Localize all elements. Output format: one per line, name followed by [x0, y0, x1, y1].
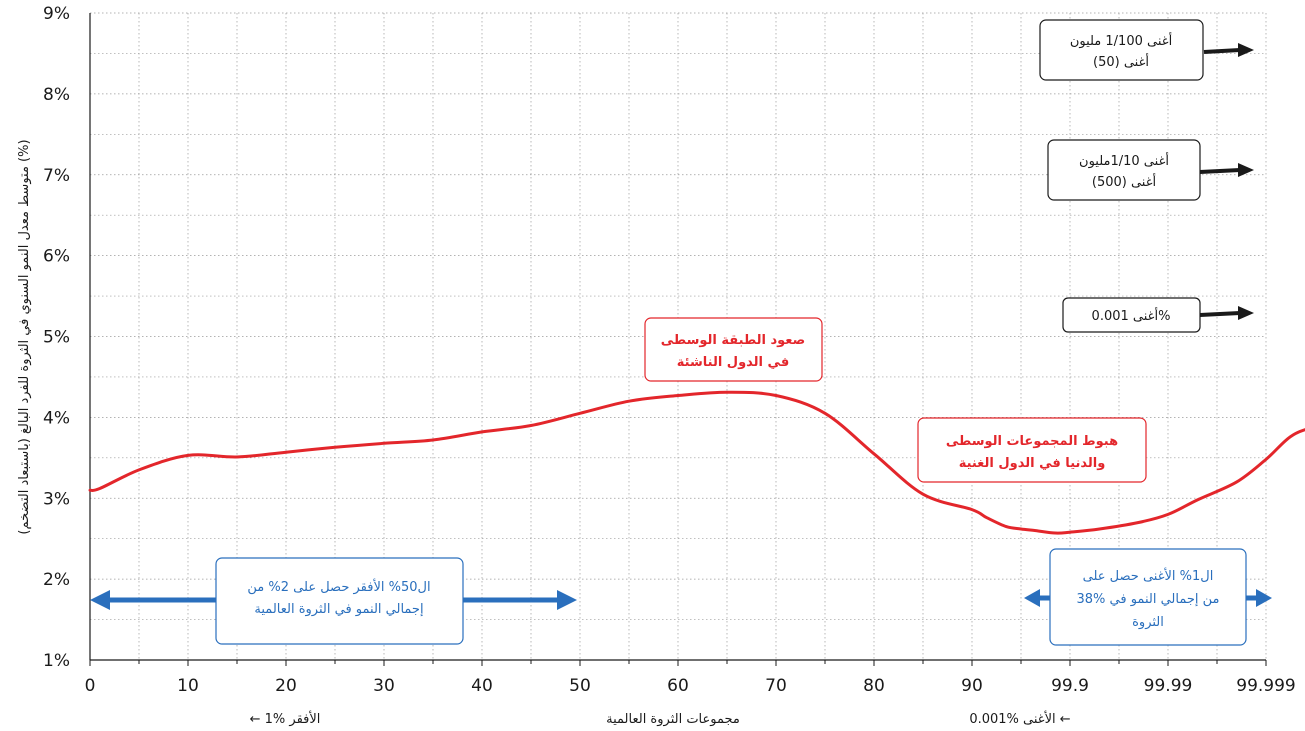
y-tick-label: 8% [43, 85, 70, 105]
annotation-top-0001-percent-line1: أغنى 0.001% [1092, 307, 1171, 324]
annotation-middle-class-rise: صعود الطبقة الوسطى في الدول الناشئة [644, 317, 823, 382]
annotation-top-100-million-line2: أغنى (50) [1093, 53, 1149, 70]
x-sub-label-poorest: ← 1% الأفقر [250, 710, 321, 727]
annotation-middle-lower-decline-line2: والدنيا في الدول الغنية [959, 456, 1106, 471]
y-tick-label: 7% [43, 166, 70, 186]
y-tick-label: 1% [43, 651, 70, 671]
x-tick-label: 10 [177, 676, 199, 696]
annotation-middle-lower-decline: هبوط المجموعات الوسطى والدنيا في الدول ا… [917, 417, 1147, 483]
annotation-top-1-percent-line3: الثروة [1132, 615, 1164, 630]
y-tick-label: 9% [43, 4, 70, 24]
x-tick-label: 40 [471, 676, 493, 696]
y-tick-label: 3% [43, 489, 70, 509]
annotation-middle-class-rise-line2: في الدول الناشئة [677, 355, 789, 370]
x-tick-label: 99.99 [1144, 676, 1193, 696]
x-tick-label: 70 [765, 676, 787, 696]
x-tick-label: 30 [373, 676, 395, 696]
annotation-top-10-million: أغنى 1/10مليون أغنى (500) [1047, 139, 1201, 201]
black-arrow-2 [1199, 163, 1254, 177]
y-tick-label: 2% [43, 570, 70, 590]
y-tick-label: 4% [43, 408, 70, 428]
annotation-bottom-50-percent-line2: إجمالي النمو في الثروة العالمية [254, 602, 423, 617]
x-tick-label: 99.999 [1236, 676, 1295, 696]
x-sub-label-richest: 0.001% الأغنى ← [969, 710, 1070, 727]
annotation-middle-class-rise-line1: صعود الطبقة الوسطى [661, 333, 805, 348]
annotation-top-100-million: أغنى 1/100 مليون أغنى (50) [1039, 19, 1204, 81]
y-axis-label: متوسط معدل النمو السنوي في الثروة للفرد … [17, 139, 32, 534]
annotation-bottom-50-percent-line1: ال50% الأفقر حصل على 2% من [247, 578, 430, 595]
y-tick-labels: 1% 2% 3% 4% 5% 6% 7% 8% 9% [43, 4, 70, 671]
x-tick-labels: 0 10 20 30 40 50 60 70 80 90 99.9 99.99 99.999 [85, 676, 1296, 696]
x-tick-label: 60 [667, 676, 689, 696]
annotation-top-10-million-line1: أغنى 1/10مليون [1079, 152, 1169, 169]
annotation-top-10-million-line2: أغنى (500) [1092, 173, 1156, 190]
y-tick-label: 6% [43, 247, 70, 267]
black-arrow-1 [1203, 43, 1254, 57]
x-tick-label: 20 [275, 676, 297, 696]
axes [89, 13, 1267, 666]
black-arrow-3 [1199, 306, 1254, 320]
x-tick-label: 99.9 [1051, 676, 1089, 696]
x-tick-label: 50 [569, 676, 591, 696]
annotation-top-1-percent-line2: 38% من إجمالي النمو في [1077, 592, 1220, 607]
annotation-bottom-50-percent: ال50% الأفقر حصل على 2% من إجمالي النمو … [215, 557, 464, 645]
y-tick-label: 5% [43, 328, 70, 348]
annotation-top-1-percent: ال1% الأغنى حصل على 38% من إجمالي النمو … [1049, 548, 1247, 646]
x-axis-label: مجموعات الثروة العالمية [606, 712, 740, 727]
annotation-top-100-million-line1: أغنى 1/100 مليون [1070, 32, 1172, 49]
x-tick-label: 80 [863, 676, 885, 696]
x-tick-label: 90 [961, 676, 983, 696]
wealth-growth-line [88, 390, 1305, 535]
annotation-middle-lower-decline-line1: هبوط المجموعات الوسطى [946, 434, 1118, 449]
x-tick-label: 0 [85, 676, 96, 696]
annotation-top-0001-percent: أغنى 0.001% [1062, 297, 1201, 333]
annotation-top-1-percent-line1: ال1% الأغنى حصل على [1083, 567, 1214, 584]
